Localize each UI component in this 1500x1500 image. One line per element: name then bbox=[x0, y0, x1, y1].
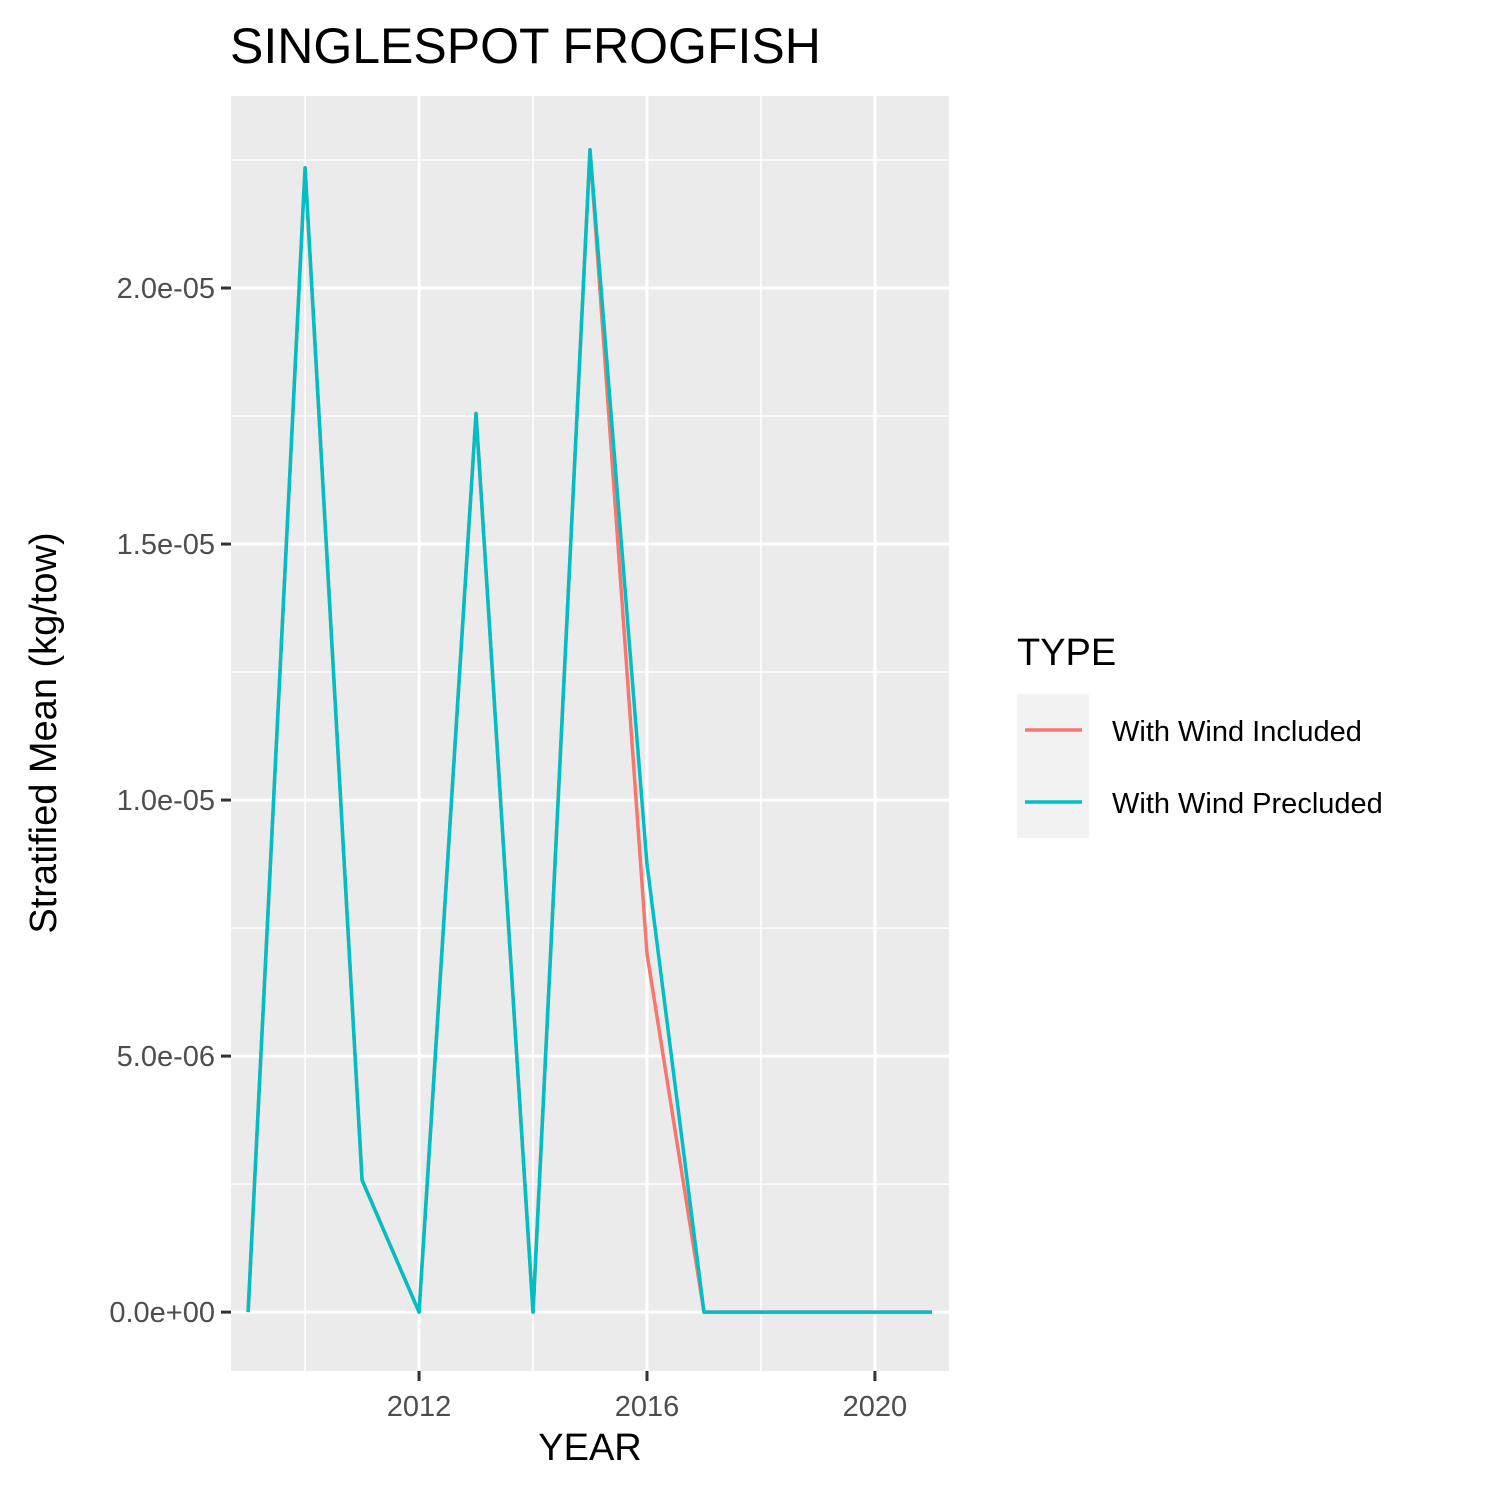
x-tick-label: 2012 bbox=[387, 1391, 452, 1423]
y-tick-label: 2.0e-05 bbox=[117, 273, 215, 305]
x-axis-title: YEAR bbox=[538, 1427, 641, 1469]
legend-key-background bbox=[1017, 694, 1089, 838]
y-tick-label: 5.0e-06 bbox=[117, 1041, 215, 1073]
y-tick-label: 0.0e+00 bbox=[109, 1297, 215, 1329]
chart-title: SINGLESPOT FROGFISH bbox=[230, 18, 821, 74]
x-tick-label: 2016 bbox=[615, 1391, 680, 1423]
major-gridlines bbox=[231, 96, 949, 1371]
y-axis: 0.0e+00 5.0e-06 1.0e-05 1.5e-05 2.0e-05 bbox=[109, 273, 231, 1329]
y-tick-label: 1.0e-05 bbox=[117, 785, 215, 817]
legend-label-1: With Wind Included bbox=[1112, 716, 1362, 748]
x-axis: 2012 2016 2020 bbox=[387, 1371, 907, 1423]
y-tick-label: 1.5e-05 bbox=[117, 529, 215, 561]
legend-items: With Wind Included With Wind Precluded bbox=[1025, 716, 1383, 820]
series-lines bbox=[246, 148, 932, 1314]
x-tick-label: 2020 bbox=[843, 1391, 908, 1423]
series-line-2 bbox=[246, 148, 932, 1314]
plot-panel bbox=[231, 96, 949, 1371]
legend-label-2: With Wind Precluded bbox=[1112, 788, 1383, 820]
y-axis-title: Stratified Mean (kg/tow) bbox=[23, 532, 65, 933]
minor-gridlines bbox=[231, 96, 949, 1371]
legend-title: TYPE bbox=[1017, 632, 1116, 674]
legend: TYPE With Wind Included With Wind Preclud… bbox=[1017, 632, 1383, 838]
